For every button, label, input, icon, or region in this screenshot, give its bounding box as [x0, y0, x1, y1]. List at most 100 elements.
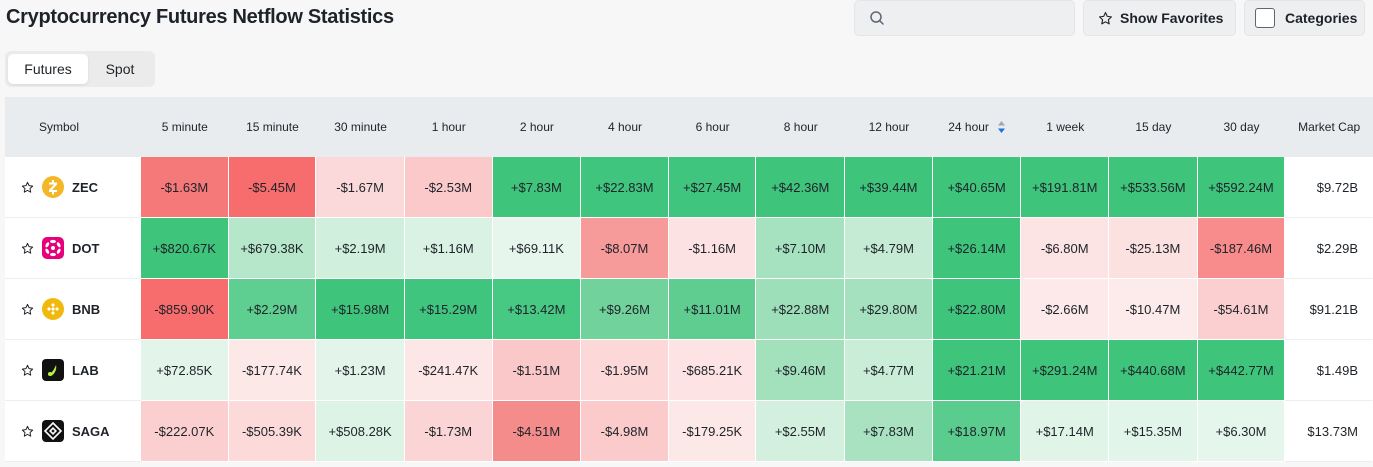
- symbol-name[interactable]: SAGA: [72, 423, 110, 439]
- tab-spot[interactable]: Spot: [105, 61, 135, 77]
- symbol-name[interactable]: BNB: [72, 301, 101, 317]
- column-header-6[interactable]: 4 hour: [581, 97, 669, 157]
- netflow-cell-6-hour: +$11.01M: [668, 279, 757, 340]
- netflow-cell-5-minute: -$859.90K: [140, 279, 229, 340]
- netflow-cell-8-hour: +$22.88M: [756, 279, 846, 340]
- netflow-table: Symbol 5 minute 15 minute 30 minute 1 hour 2 …: [5, 97, 1373, 462]
- table-row[interactable]: ZEC -$1.63M -$5.45M -$1.67M -$2.53M +$7.83M +$…: [5, 157, 1373, 218]
- netflow-cell-1-hour: +$1.16M: [404, 218, 493, 279]
- column-header-7[interactable]: 6 hour: [668, 97, 757, 157]
- show-favorites-button[interactable]: Show Favorites: [1083, 0, 1236, 36]
- column-header-12[interactable]: 15 day: [1109, 97, 1198, 157]
- lab-icon: [42, 359, 64, 381]
- netflow-cell-4-hour: -$4.98M: [581, 401, 669, 462]
- market-cap-cell: $1.49B: [1285, 340, 1373, 401]
- netflow-cell-4-hour: +$9.26M: [581, 279, 669, 340]
- favorite-star-icon[interactable]: [21, 303, 34, 316]
- column-header-0[interactable]: Symbol: [5, 97, 141, 157]
- table-row[interactable]: DOT +$820.67K +$679.38K +$2.19M +$1.16M +$69.…: [5, 218, 1373, 279]
- netflow-cell-5-minute: -$1.63M: [140, 157, 229, 218]
- table-row[interactable]: SAGA -$222.07K -$505.39K +$508.28K -$1.73M -$…: [5, 401, 1373, 462]
- column-header-label: 1 week: [1046, 120, 1085, 134]
- categories-checkbox[interactable]: [1255, 8, 1275, 28]
- netflow-cell-30-minute: +$2.19M: [316, 218, 405, 279]
- column-header-8[interactable]: 8 hour: [756, 97, 846, 157]
- symbol-cell: BNB: [5, 279, 141, 340]
- netflow-cell-2-hour: -$1.51M: [492, 340, 582, 401]
- favorite-star-icon[interactable]: [21, 181, 34, 194]
- netflow-cell-4-hour: -$1.95M: [581, 340, 669, 401]
- netflow-cell-6-hour: -$685.21K: [668, 340, 757, 401]
- star-icon: [1099, 11, 1112, 24]
- netflow-cell-6-hour: -$179.25K: [668, 401, 757, 462]
- search-input[interactable]: [893, 1, 1068, 35]
- tab-futures[interactable]: Futures: [8, 54, 88, 84]
- netflow-cell-12-hour: +$7.83M: [845, 401, 933, 462]
- column-header-label: 24 hour: [948, 119, 989, 134]
- column-header-14[interactable]: Market Cap: [1285, 97, 1373, 157]
- column-header-9[interactable]: 12 hour: [845, 97, 933, 157]
- show-favorites-label: Show Favorites: [1120, 10, 1224, 26]
- netflow-cell-30-day: -$187.46M: [1197, 218, 1286, 279]
- netflow-cell-12-hour: +$4.79M: [845, 218, 933, 279]
- column-header-1[interactable]: 5 minute: [140, 97, 229, 157]
- netflow-cell-1-week: -$6.80M: [1021, 218, 1110, 279]
- netflow-cell-8-hour: +$42.36M: [756, 157, 846, 218]
- column-header-13[interactable]: 30 day: [1197, 97, 1286, 157]
- column-header-label: 15 minute: [246, 120, 299, 134]
- column-header-4[interactable]: 1 hour: [404, 97, 493, 157]
- favorite-star-icon[interactable]: [21, 242, 34, 255]
- netflow-table-container: Symbol 5 minute 15 minute 30 minute 1 hour 2 …: [5, 97, 1373, 467]
- search-icon: [870, 11, 884, 25]
- column-header-label: 2 hour: [519, 120, 554, 134]
- symbol-cell: DOT: [5, 218, 141, 279]
- netflow-cell-15-minute: +$679.38K: [228, 218, 317, 279]
- netflow-cell-12-hour: +$39.44M: [845, 157, 933, 218]
- netflow-cell-15-minute: +$2.29M: [228, 279, 317, 340]
- column-header-11[interactable]: 1 week: [1021, 97, 1110, 157]
- favorite-star-icon[interactable]: [21, 425, 34, 438]
- netflow-cell-15-day: -$25.13M: [1109, 218, 1198, 279]
- netflow-cell-24-hour: +$26.14M: [932, 218, 1022, 279]
- favorite-star-icon[interactable]: [21, 364, 34, 377]
- netflow-cell-2-hour: +$69.11K: [492, 218, 582, 279]
- netflow-cell-1-week: +$17.14M: [1021, 401, 1110, 462]
- netflow-cell-4-hour: +$22.83M: [581, 157, 669, 218]
- bnb-icon: [42, 298, 64, 320]
- netflow-cell-15-minute: -$177.74K: [228, 340, 317, 401]
- categories-button[interactable]: Categories: [1244, 0, 1365, 36]
- column-header-label: 6 hour: [695, 120, 730, 134]
- search-box[interactable]: [854, 0, 1075, 36]
- symbol-name[interactable]: DOT: [72, 240, 100, 256]
- zec-icon: [42, 176, 64, 198]
- netflow-cell-15-day: +$440.68M: [1109, 340, 1198, 401]
- netflow-cell-1-hour: -$1.73M: [404, 401, 493, 462]
- symbol-name[interactable]: ZEC: [72, 179, 98, 195]
- market-cap-cell: $2.29B: [1285, 218, 1373, 279]
- netflow-cell-2-hour: +$7.83M: [492, 157, 582, 218]
- column-header-2[interactable]: 15 minute: [228, 97, 317, 157]
- table-row[interactable]: LAB +$72.85K -$177.74K +$1.23M -$241.47K -$1.…: [5, 340, 1373, 401]
- column-header-label: 5 minute: [161, 120, 208, 134]
- netflow-cell-24-hour: +$22.80M: [932, 279, 1022, 340]
- column-header-label: 8 hour: [783, 120, 818, 134]
- netflow-cell-15-day: +$15.35M: [1109, 401, 1198, 462]
- column-header-10[interactable]: 24 hour: [932, 97, 1022, 157]
- market-cap-cell: $9.72B: [1285, 157, 1373, 218]
- column-header-label: 4 hour: [607, 120, 643, 134]
- column-header-label: 30 day: [1223, 120, 1260, 134]
- netflow-cell-5-minute: +$72.85K: [140, 340, 229, 401]
- symbol-cell: LAB: [5, 340, 141, 401]
- netflow-cell-5-minute: -$222.07K: [140, 401, 229, 462]
- column-header-5[interactable]: 2 hour: [492, 97, 582, 157]
- column-header-3[interactable]: 30 minute: [316, 97, 405, 157]
- table-row[interactable]: BNB -$859.90K +$2.29M +$15.98M +$15.29M +$13.…: [5, 279, 1373, 340]
- symbol-name[interactable]: LAB: [72, 362, 99, 378]
- netflow-cell-24-hour: +$21.21M: [932, 340, 1022, 401]
- netflow-cell-24-hour: +$40.65M: [932, 157, 1022, 218]
- netflow-cell-15-minute: -$5.45M: [228, 157, 317, 218]
- netflow-cell-12-hour: +$4.77M: [845, 340, 933, 401]
- symbol-cell: SAGA: [5, 401, 141, 462]
- page-title: Cryptocurrency Futures Netflow Statistic…: [6, 6, 394, 28]
- sort-icon[interactable]: [997, 120, 1006, 134]
